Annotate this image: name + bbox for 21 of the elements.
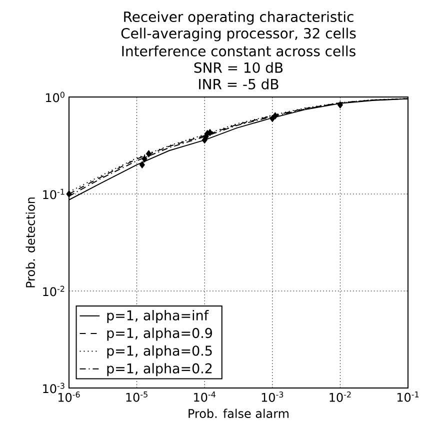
text: INR = -5 dB <box>199 78 278 90</box>
text: Interference constant across cells <box>122 46 356 56</box>
x-tick-label: 10$^{-3}$ <box>262 392 284 402</box>
legend-label: p=1, alpha=0.2 <box>107 363 212 376</box>
y-tick-label: 10$^{-1}$ <box>43 188 64 200</box>
legend-label: p=1, alpha=0.9 <box>107 328 212 341</box>
chart-title: Receiver operating characteristic <box>124 11 354 25</box>
x-tick-label: 10$^{-5}$ <box>126 392 148 402</box>
legend-label: p=1, alpha=0.5 <box>107 345 212 358</box>
text: SNR = 10 dB <box>194 62 283 73</box>
y-tick-label: 10$^{-3}$ <box>43 382 64 394</box>
y-tick-label: 10$^{0}$ <box>46 92 64 102</box>
legend-label: p=1, alpha=inf <box>107 310 209 324</box>
y-axis-title: Prob. detection <box>26 198 35 288</box>
x-tick-label: 10$^{-1}$ <box>397 392 419 402</box>
x-tick-label: 10$^{-6}$ <box>58 392 80 402</box>
x-axis-title: Prob. false alarm <box>188 408 288 418</box>
x-tick-label: 10$^{-4}$ <box>194 392 216 402</box>
y-tick-label: 10$^{-2}$ <box>43 286 64 296</box>
chart-subtitle: Cell-averaging processor, 32 cells <box>121 28 356 42</box>
x-tick-label: 10$^{-2}$ <box>330 392 351 402</box>
